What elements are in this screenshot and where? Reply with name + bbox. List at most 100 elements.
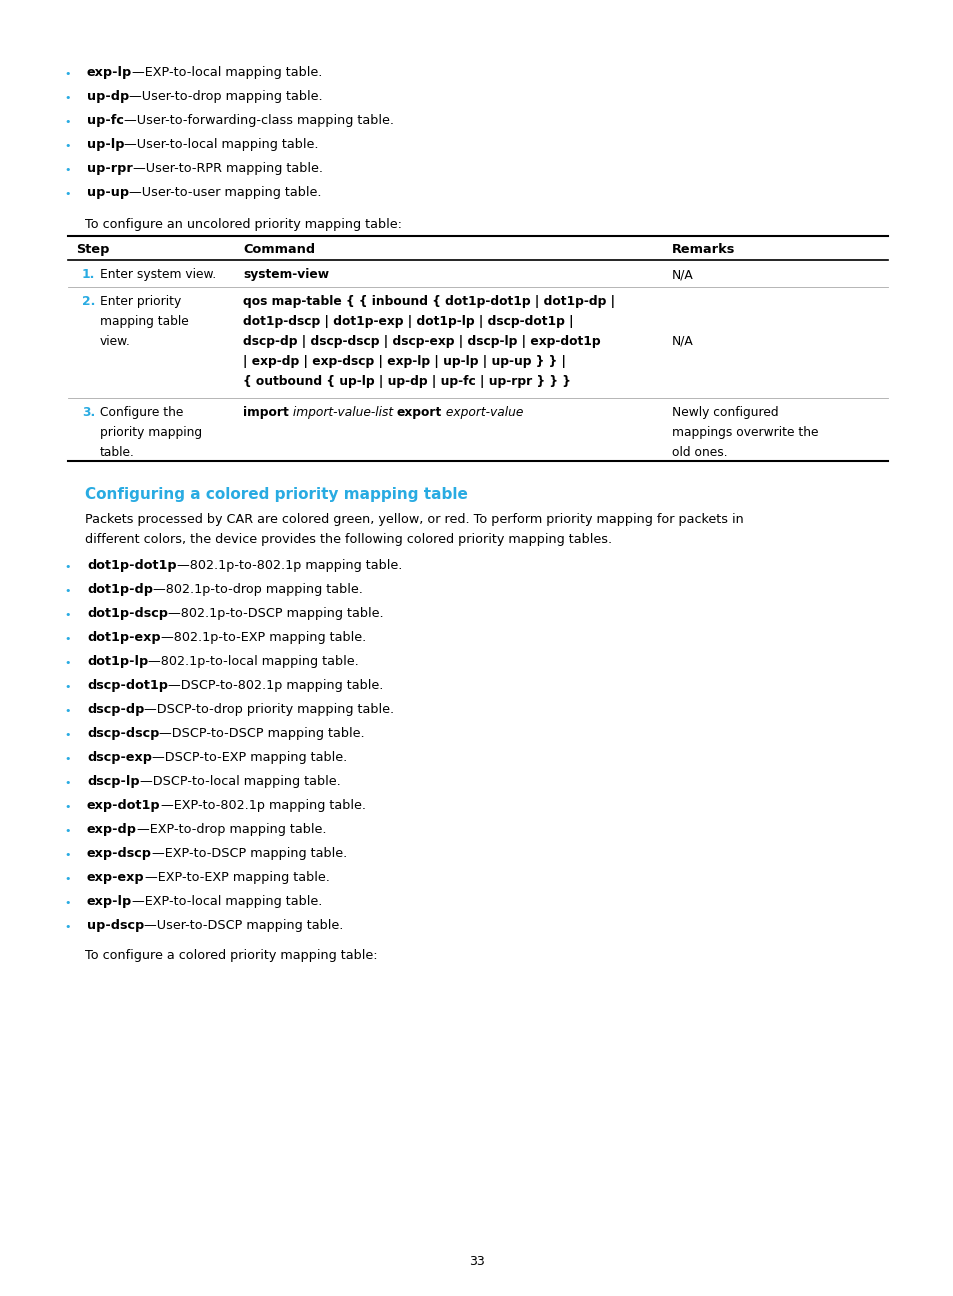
Text: —User-to-user mapping table.: —User-to-user mapping table. <box>129 187 321 200</box>
Text: up-rpr: up-rpr <box>87 162 132 175</box>
Text: exp-lp: exp-lp <box>87 66 132 79</box>
Text: mapping table: mapping table <box>100 315 189 328</box>
Text: —802.1p-to-drop mapping table.: —802.1p-to-drop mapping table. <box>152 583 362 596</box>
Text: •: • <box>65 778 71 788</box>
Text: —EXP-to-DSCP mapping table.: —EXP-to-DSCP mapping table. <box>152 848 347 861</box>
Text: N/A: N/A <box>671 268 693 281</box>
Text: •: • <box>65 898 71 908</box>
Text: dot1p-lp: dot1p-lp <box>87 654 148 667</box>
Text: up-fc: up-fc <box>87 114 124 127</box>
Text: •: • <box>65 802 71 813</box>
Text: •: • <box>65 921 71 932</box>
Text: •: • <box>65 562 71 572</box>
Text: exp-exp: exp-exp <box>87 871 145 884</box>
Text: dscp-dot1p: dscp-dot1p <box>87 679 168 692</box>
Text: •: • <box>65 93 71 102</box>
Text: —EXP-to-EXP mapping table.: —EXP-to-EXP mapping table. <box>145 871 329 884</box>
Text: import-value-list: import-value-list <box>289 406 396 419</box>
Text: —User-to-forwarding-class mapping table.: —User-to-forwarding-class mapping table. <box>124 114 394 127</box>
Text: •: • <box>65 706 71 715</box>
Text: 33: 33 <box>469 1255 484 1267</box>
Text: export-value: export-value <box>441 406 523 419</box>
Text: •: • <box>65 682 71 692</box>
Text: Configuring a colored priority mapping table: Configuring a colored priority mapping t… <box>85 487 467 502</box>
Text: Step: Step <box>76 244 110 257</box>
Text: 1.: 1. <box>82 268 95 281</box>
Text: Configure the: Configure the <box>100 406 183 419</box>
Text: Remarks: Remarks <box>671 244 735 257</box>
Text: dscp-exp: dscp-exp <box>87 750 152 765</box>
Text: old ones.: old ones. <box>671 446 727 459</box>
Text: •: • <box>65 165 71 175</box>
Text: •: • <box>65 586 71 596</box>
Text: •: • <box>65 69 71 79</box>
Text: —User-to-local mapping table.: —User-to-local mapping table. <box>125 137 318 152</box>
Text: •: • <box>65 117 71 127</box>
Text: different colors, the device provides the following colored priority mapping tab: different colors, the device provides th… <box>85 533 612 546</box>
Text: view.: view. <box>100 334 131 349</box>
Text: Newly configured: Newly configured <box>671 406 778 419</box>
Text: table.: table. <box>100 446 134 459</box>
Text: —802.1p-to-DSCP mapping table.: —802.1p-to-DSCP mapping table. <box>168 607 383 619</box>
Text: Packets processed by CAR are colored green, yellow, or red. To perform priority : Packets processed by CAR are colored gre… <box>85 513 743 526</box>
Text: —User-to-RPR mapping table.: —User-to-RPR mapping table. <box>132 162 322 175</box>
Text: —DSCP-to-802.1p mapping table.: —DSCP-to-802.1p mapping table. <box>168 679 383 692</box>
Text: qos map-table { { inbound { dot1p-dot1p | dot1p-dp |: qos map-table { { inbound { dot1p-dot1p … <box>243 295 615 308</box>
Text: up-lp: up-lp <box>87 137 125 152</box>
Text: —User-to-drop mapping table.: —User-to-drop mapping table. <box>129 89 322 102</box>
Text: dot1p-dscp | dot1p-exp | dot1p-lp | dscp-dot1p |: dot1p-dscp | dot1p-exp | dot1p-lp | dscp… <box>243 315 573 328</box>
Text: •: • <box>65 850 71 861</box>
Text: dot1p-dp: dot1p-dp <box>87 583 152 596</box>
Text: up-dscp: up-dscp <box>87 919 144 932</box>
Text: N/A: N/A <box>671 334 693 349</box>
Text: import: import <box>243 406 289 419</box>
Text: up-up: up-up <box>87 187 129 200</box>
Text: dot1p-exp: dot1p-exp <box>87 631 160 644</box>
Text: dscp-lp: dscp-lp <box>87 775 139 788</box>
Text: up-dp: up-dp <box>87 89 129 102</box>
Text: dscp-dp | dscp-dscp | dscp-exp | dscp-lp | exp-dot1p: dscp-dp | dscp-dscp | dscp-exp | dscp-lp… <box>243 334 600 349</box>
Text: dot1p-dscp: dot1p-dscp <box>87 607 168 619</box>
Text: —User-to-DSCP mapping table.: —User-to-DSCP mapping table. <box>144 919 343 932</box>
Text: •: • <box>65 658 71 667</box>
Text: Enter priority: Enter priority <box>100 295 181 308</box>
Text: —802.1p-to-802.1p mapping table.: —802.1p-to-802.1p mapping table. <box>176 559 401 572</box>
Text: —EXP-to-local mapping table.: —EXP-to-local mapping table. <box>132 66 322 79</box>
Text: { outbound { up-lp | up-dp | up-fc | up-rpr } } }: { outbound { up-lp | up-dp | up-fc | up-… <box>243 375 570 388</box>
Text: Enter system view.: Enter system view. <box>100 268 216 281</box>
Text: •: • <box>65 826 71 836</box>
Text: —EXP-to-802.1p mapping table.: —EXP-to-802.1p mapping table. <box>160 800 365 813</box>
Text: —DSCP-to-EXP mapping table.: —DSCP-to-EXP mapping table. <box>152 750 347 765</box>
Text: 3.: 3. <box>82 406 95 419</box>
Text: exp-lp: exp-lp <box>87 896 132 908</box>
Text: dot1p-dot1p: dot1p-dot1p <box>87 559 176 572</box>
Text: •: • <box>65 754 71 765</box>
Text: mappings overwrite the: mappings overwrite the <box>671 426 818 439</box>
Text: —802.1p-to-local mapping table.: —802.1p-to-local mapping table. <box>148 654 358 667</box>
Text: exp-dot1p: exp-dot1p <box>87 800 160 813</box>
Text: —802.1p-to-EXP mapping table.: —802.1p-to-EXP mapping table. <box>160 631 366 644</box>
Text: exp-dp: exp-dp <box>87 823 137 836</box>
Text: To configure an uncolored priority mapping table:: To configure an uncolored priority mappi… <box>85 218 401 231</box>
Text: •: • <box>65 189 71 200</box>
Text: •: • <box>65 730 71 740</box>
Text: —EXP-to-local mapping table.: —EXP-to-local mapping table. <box>132 896 322 908</box>
Text: To configure a colored priority mapping table:: To configure a colored priority mapping … <box>85 949 377 962</box>
Text: •: • <box>65 610 71 619</box>
Text: dscp-dscp: dscp-dscp <box>87 727 159 740</box>
Text: export: export <box>396 406 441 419</box>
Text: —DSCP-to-local mapping table.: —DSCP-to-local mapping table. <box>139 775 340 788</box>
Text: priority mapping: priority mapping <box>100 426 202 439</box>
Text: •: • <box>65 874 71 884</box>
Text: —DSCP-to-DSCP mapping table.: —DSCP-to-DSCP mapping table. <box>159 727 365 740</box>
Text: —EXP-to-drop mapping table.: —EXP-to-drop mapping table. <box>137 823 326 836</box>
Text: •: • <box>65 634 71 644</box>
Text: system-view: system-view <box>243 268 329 281</box>
Text: Command: Command <box>243 244 314 257</box>
Text: 2.: 2. <box>82 295 95 308</box>
Text: | exp-dp | exp-dscp | exp-lp | up-lp | up-up } } |: | exp-dp | exp-dscp | exp-lp | up-lp | u… <box>243 355 565 368</box>
Text: exp-dscp: exp-dscp <box>87 848 152 861</box>
Text: —DSCP-to-drop priority mapping table.: —DSCP-to-drop priority mapping table. <box>144 702 395 715</box>
Text: •: • <box>65 141 71 152</box>
Text: dscp-dp: dscp-dp <box>87 702 144 715</box>
